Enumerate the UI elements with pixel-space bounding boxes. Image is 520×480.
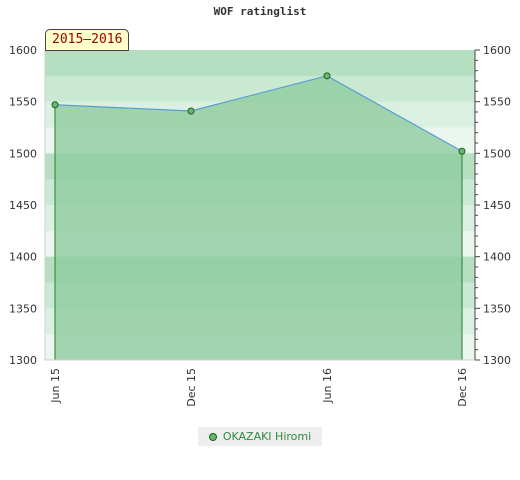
data-point: [187, 107, 195, 115]
y-tick-label-left: 1450: [9, 199, 37, 212]
background-band: [45, 50, 475, 77]
y-tick-label-left: 1350: [9, 302, 37, 315]
data-point: [323, 72, 331, 80]
legend-label: OKAZAKI Hiromi: [222, 430, 312, 443]
y-tick-label-right: 1500: [483, 147, 511, 160]
y-tick-label-right: 1600: [483, 44, 511, 57]
area-layer: [51, 72, 466, 360]
series-area: [55, 75, 462, 360]
y-tick-label-right: 1400: [483, 251, 511, 264]
x-tick-label: Jun 15: [49, 368, 62, 404]
legend-marker: [208, 432, 217, 441]
y-tick-label-right: 1550: [483, 96, 511, 109]
y-tick-label-left: 1600: [9, 44, 37, 57]
y-tick-label-left: 1500: [9, 147, 37, 160]
x-tick-label: Jun 16: [321, 368, 334, 404]
chart-title: WOF ratinglist: [213, 5, 307, 18]
y-tick-label-right: 1450: [483, 199, 511, 212]
y-tick-label-right: 1350: [483, 302, 511, 315]
y-tick-label-left: 1400: [9, 251, 37, 264]
axes-layer: [44, 49, 480, 361]
series-line: [54, 75, 463, 152]
tick-labels: 1300 1300 1350 1350 1400 1400 1450 1450 1500 1500…: [9, 44, 511, 407]
legend[interactable]: OKAZAKI Hiromi: [198, 427, 322, 446]
data-point: [51, 101, 59, 109]
x-tick-label: Dec 16: [456, 368, 469, 407]
y-tick-label-right: 1300: [483, 354, 511, 367]
y-tick-label-left: 1550: [9, 96, 37, 109]
x-tick-label: Dec 15: [185, 368, 198, 407]
data-point: [458, 147, 466, 155]
period-badge: 2015–2016: [45, 29, 130, 51]
y-tick-label-left: 1300: [9, 354, 37, 367]
